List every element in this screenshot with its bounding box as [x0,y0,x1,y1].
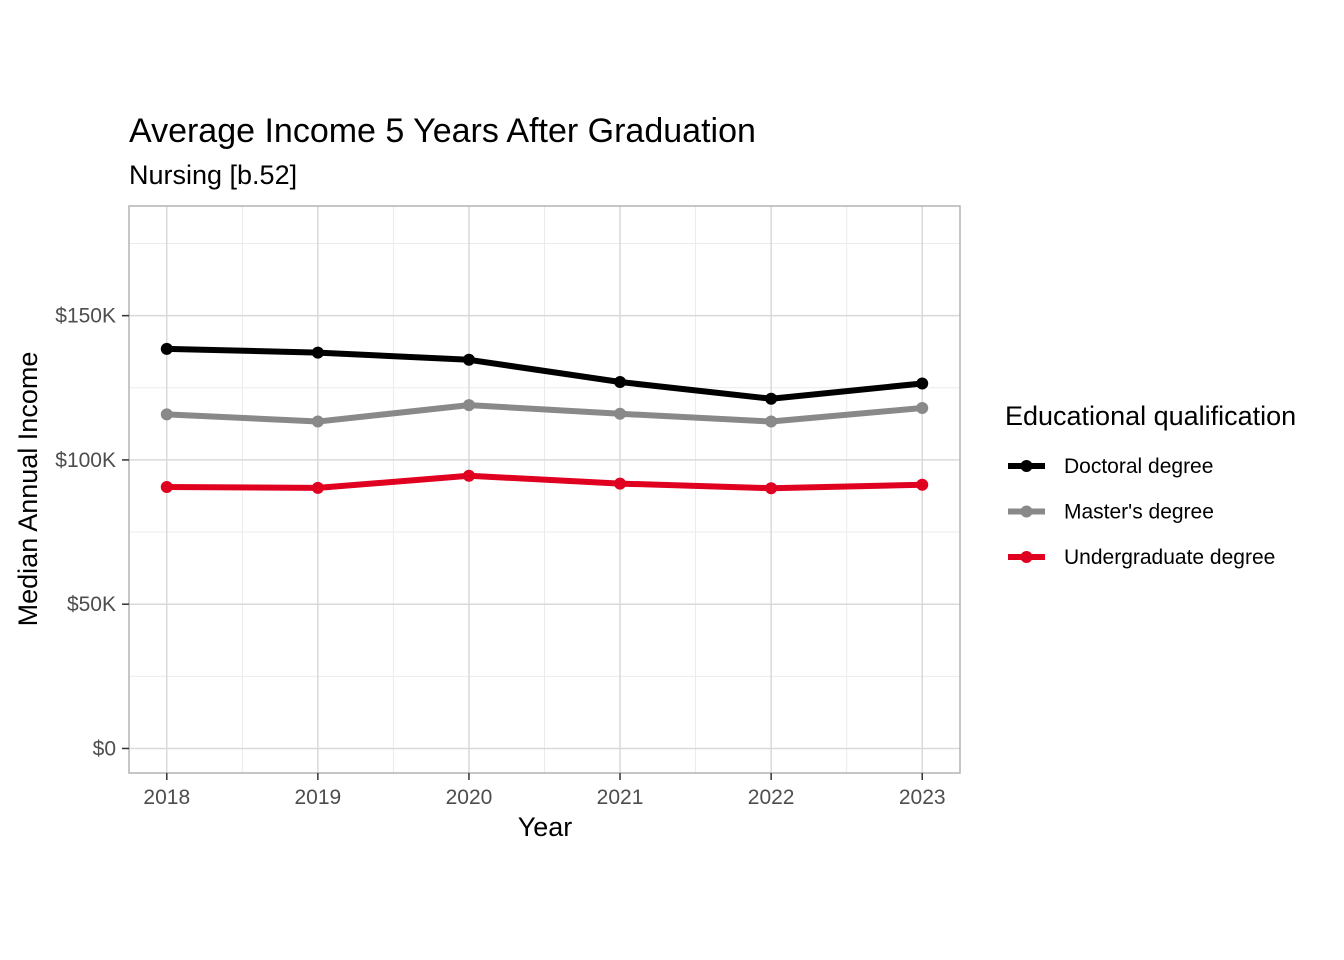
plot-panel-border [128,205,961,774]
legend-label-undergraduate-degree: Undergraduate degree [1064,546,1275,569]
data-point-master-s-degree [462,399,475,412]
data-point-undergraduate-degree [462,469,475,482]
data-point-doctoral-degree [916,377,929,390]
data-point-undergraduate-degree [765,482,778,495]
legend-key-point-doctoral-degree [1020,460,1033,472]
y-tick-label: $50K [67,593,116,616]
data-point-undergraduate-degree [916,478,929,491]
y-tick-label: $0 [93,737,116,760]
legend-key-point-undergraduate-degree [1020,551,1033,563]
data-point-doctoral-degree [462,353,475,366]
data-point-doctoral-degree [311,346,324,359]
legend-label-doctoral-degree: Doctoral degree [1064,455,1213,478]
x-tick-label: 2022 [748,786,795,809]
legend: Educational qualification Doctoral degre… [1005,401,1296,569]
legend-label-master-s-degree: Master's degree [1064,501,1214,524]
series-line-master-s-degree [166,402,923,425]
data-point-undergraduate-degree [311,481,324,494]
x-tick-label: 2023 [899,786,946,809]
data-point-doctoral-degree [160,342,173,355]
y-tick-label: $150K [55,305,116,328]
data-point-master-s-degree [160,408,173,421]
data-point-master-s-degree [614,407,627,420]
series-line-doctoral-degree [166,345,923,402]
legend-key-point-master-s-degree [1020,505,1033,518]
x-axis-title: Year [518,812,573,842]
data-point-master-s-degree [311,415,324,428]
legend-title: Educational qualification [1005,401,1296,431]
x-tick-label: 2018 [143,786,190,809]
data-point-doctoral-degree [614,376,627,389]
y-tick-label: $100K [55,449,116,472]
series-layer [160,342,929,495]
data-point-doctoral-degree [765,392,778,405]
data-point-undergraduate-degree [614,477,627,490]
x-tick-label: 2021 [597,786,644,809]
axis-ticks: $0 $50K $100K $150K 2018 2019 2020 2021 2022 2023 [55,305,945,809]
x-tick-label: 2020 [446,786,493,809]
x-tick-label: 2019 [295,786,342,809]
series-line-undergraduate-degree [166,472,923,492]
data-point-undergraduate-degree [160,481,173,494]
chart-title: Average Income 5 Years After Graduation [129,112,756,150]
data-point-master-s-degree [765,415,778,428]
data-point-master-s-degree [916,401,929,414]
y-axis-title: Median Annual Income [13,352,43,627]
chart-subtitle: Nursing [b.52] [129,160,297,190]
